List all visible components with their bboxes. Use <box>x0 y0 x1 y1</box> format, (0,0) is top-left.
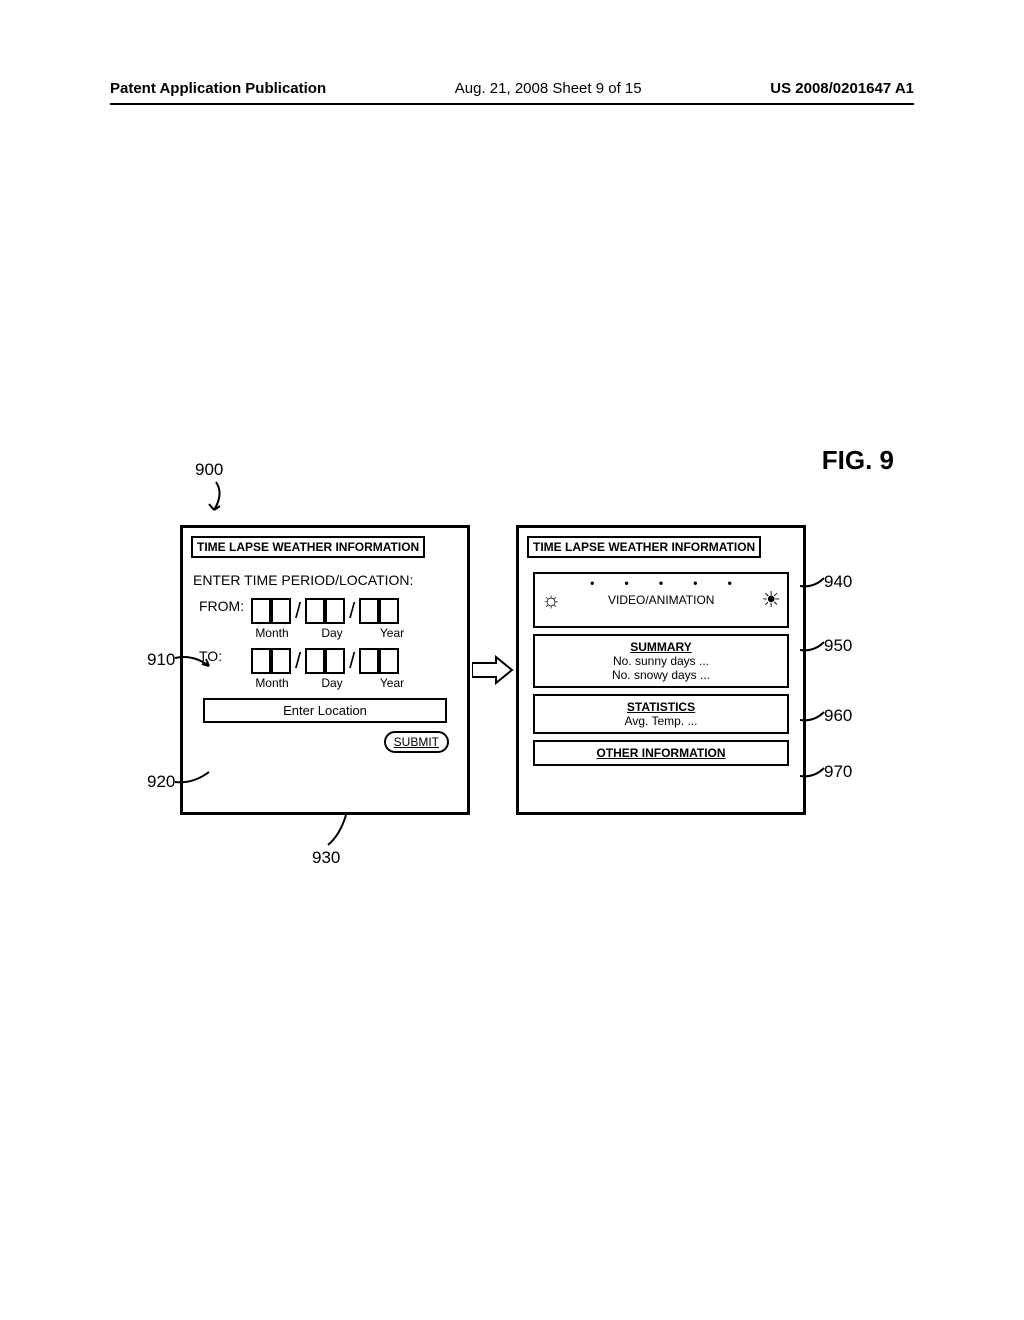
stats-box: STATISTICS Avg. Temp. ... <box>533 694 789 734</box>
sep-icon: / <box>295 600 301 622</box>
other-box: OTHER INFORMATION <box>533 740 789 766</box>
avg-temp-line: Avg. Temp. ... <box>541 714 781 728</box>
from-day-1[interactable] <box>305 598 325 624</box>
ref-920: 920 <box>147 772 175 792</box>
left-panel: TIME LAPSE WEATHER INFORMATION ENTER TIM… <box>180 525 470 815</box>
lead-910-icon <box>175 652 215 672</box>
year-caption: Year <box>371 676 413 690</box>
month-caption: Month <box>251 676 293 690</box>
lead-960-icon <box>800 710 826 724</box>
ref-940: 940 <box>824 572 852 592</box>
submit-button[interactable]: SUBMIT <box>384 731 449 753</box>
flow-arrow-icon <box>472 655 514 685</box>
lead-940-icon <box>800 576 826 590</box>
to-day-2[interactable] <box>325 648 345 674</box>
from-year-2[interactable] <box>379 598 399 624</box>
enter-period-label: ENTER TIME PERIOD/LOCATION: <box>193 572 459 588</box>
video-box: ••••• ☼ VIDEO/ANIMATION ☀ <box>533 572 789 628</box>
header-right: US 2008/0201647 A1 <box>770 80 914 97</box>
motion-dots-icon: ••••• <box>575 576 747 590</box>
from-day-2[interactable] <box>325 598 345 624</box>
from-label: FROM: <box>199 598 251 614</box>
from-month-2[interactable] <box>271 598 291 624</box>
lead-930-icon <box>320 815 350 850</box>
from-row: FROM: / / <box>199 598 459 624</box>
right-panel-title: TIME LAPSE WEATHER INFORMATION <box>527 536 761 558</box>
month-caption: Month <box>251 626 293 640</box>
sun-icon: ☀ <box>761 587 781 613</box>
ref-950: 950 <box>824 636 852 656</box>
sep-icon: / <box>295 650 301 672</box>
lead-920-icon <box>175 768 215 786</box>
ref-910: 910 <box>147 650 175 670</box>
ref-930: 930 <box>312 848 340 868</box>
ref-970: 970 <box>824 762 852 782</box>
summary-header: SUMMARY <box>541 640 781 654</box>
ref-900: 900 <box>195 460 223 480</box>
lead-950-icon <box>800 640 826 654</box>
sun-icon: ☼ <box>541 587 561 613</box>
ref-960: 960 <box>824 706 852 726</box>
to-year-2[interactable] <box>379 648 399 674</box>
snowy-days-line: No. snowy days ... <box>541 668 781 682</box>
year-caption: Year <box>371 626 413 640</box>
sunny-days-line: No. sunny days ... <box>541 654 781 668</box>
header-left: Patent Application Publication <box>110 80 326 97</box>
sep-icon: / <box>349 600 355 622</box>
to-day-1[interactable] <box>305 648 325 674</box>
summary-box: SUMMARY No. sunny days ... No. snowy day… <box>533 634 789 688</box>
sep-icon: / <box>349 650 355 672</box>
from-year-1[interactable] <box>359 598 379 624</box>
from-month-1[interactable] <box>251 598 271 624</box>
left-panel-title: TIME LAPSE WEATHER INFORMATION <box>191 536 425 558</box>
right-panel: TIME LAPSE WEATHER INFORMATION ••••• ☼ V… <box>516 525 806 815</box>
page-header: Patent Application Publication Aug. 21, … <box>110 80 914 105</box>
header-center: Aug. 21, 2008 Sheet 9 of 15 <box>455 80 642 97</box>
ref-900-arrow-icon <box>206 480 226 520</box>
other-header: OTHER INFORMATION <box>541 746 781 760</box>
figure-label: FIG. 9 <box>822 445 894 476</box>
to-year-1[interactable] <box>359 648 379 674</box>
to-month-2[interactable] <box>271 648 291 674</box>
diagram-container: TIME LAPSE WEATHER INFORMATION ENTER TIM… <box>180 525 806 815</box>
from-captions: Month Day Year <box>251 626 459 640</box>
video-label: VIDEO/ANIMATION <box>608 593 714 607</box>
to-month-1[interactable] <box>251 648 271 674</box>
day-caption: Day <box>311 676 353 690</box>
location-input[interactable]: Enter Location <box>203 698 447 723</box>
stats-header: STATISTICS <box>541 700 781 714</box>
to-row: TO: / / <box>199 648 459 674</box>
lead-970-icon <box>800 766 826 780</box>
day-caption: Day <box>311 626 353 640</box>
to-captions: Month Day Year <box>251 676 459 690</box>
